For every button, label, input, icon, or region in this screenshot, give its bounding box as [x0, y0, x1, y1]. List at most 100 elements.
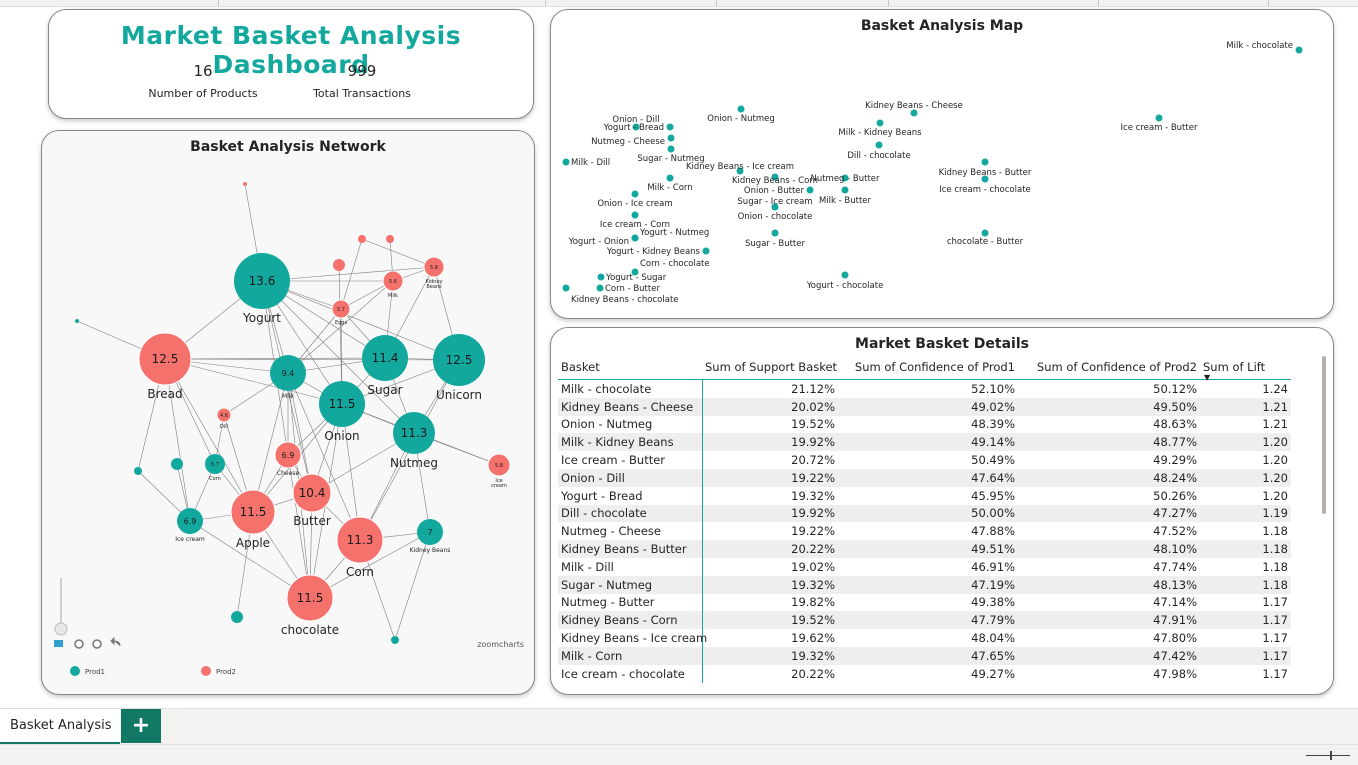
map-point[interactable]: Sugar - Nutmeg — [637, 145, 705, 165]
network-node[interactable]: 13.6 Yogurt — [234, 253, 290, 325]
network-node[interactable]: 6.9 Cheese — [274, 441, 302, 477]
table-row[interactable]: Dill - chocolate 19.92% 50.00% 47.27% 1.19 — [558, 504, 1291, 523]
table-row[interactable]: Kidney Beans - Butter 20.22% 49.51% 48.10% 1… — [558, 540, 1291, 558]
network-node[interactable]: 11.5 Onion — [319, 381, 365, 443]
col-basket[interactable]: Basket — [558, 354, 702, 380]
network-minor-node[interactable] — [386, 235, 394, 243]
map-point[interactable]: Kidney Beans - chocolate — [562, 284, 679, 306]
map-point[interactable]: Onion - Dill — [612, 115, 660, 131]
table-row[interactable]: Nutmeg - Cheese 19.22% 47.88% 47.52% 1.18 — [558, 522, 1291, 541]
network-minor-node[interactable] — [358, 235, 366, 243]
network-node[interactable]: 12.5 Bread — [138, 332, 192, 401]
add-page-button[interactable]: + — [121, 709, 161, 743]
map-point[interactable]: Ice cream - chocolate — [939, 175, 1031, 196]
map-point[interactable]: Kidney Beans - Corn — [732, 173, 818, 187]
map-point[interactable]: Sugar - Butter — [745, 229, 805, 250]
network-node-label: Yogurt — [242, 311, 281, 325]
table-row[interactable]: Onion - Dill 19.22% 47.64% 48.24% 1.20 — [558, 468, 1291, 487]
map-point-label: Milk - Butter — [819, 196, 872, 206]
map-point[interactable]: Yogurt - Kidney Beans — [606, 247, 710, 257]
map-point[interactable]: Ice cream - Butter — [1121, 114, 1198, 134]
map-point[interactable]: Onion - Ice cream — [597, 190, 673, 210]
network-minor-node[interactable] — [134, 467, 142, 475]
cell-conf1: 47.88% — [971, 524, 1015, 539]
table-row[interactable]: Kidney Beans - Cheese 20.02% 49.02% 49.50% 1… — [558, 397, 1291, 416]
map-point[interactable]: Corn - chocolate — [631, 259, 710, 276]
map-point[interactable]: Yogurt - Onion — [568, 234, 639, 248]
map-point[interactable]: Milk - Corn — [647, 174, 693, 194]
map-point[interactable]: Milk - Kidney Beans — [838, 119, 922, 139]
cell-conf2: 48.77% — [1018, 433, 1200, 452]
tab-basket-analysis[interactable]: Basket Analysis — [0, 709, 120, 745]
network-node[interactable]: 11.3 Nutmeg — [390, 412, 438, 470]
table-row[interactable]: Yogurt - Bread 19.32% 45.95% 50.26% 1.20 — [558, 486, 1291, 505]
network-minor-node[interactable] — [333, 259, 345, 271]
map-point[interactable]: Milk - Butter — [819, 186, 872, 207]
table-row[interactable]: Sugar - Nutmeg 19.32% 47.19% 48.13% 1.18 — [558, 575, 1291, 594]
map-point[interactable]: Yogurt - Nutmeg — [631, 228, 710, 242]
network-node[interactable]: 11.5 Apple — [230, 489, 276, 550]
map-point[interactable]: Ice cream - Corn — [600, 211, 670, 231]
col-confidence-prod2[interactable]: Sum of Confidence of Prod2 — [1018, 354, 1200, 380]
network-minor-node[interactable] — [171, 458, 183, 470]
table-row[interactable]: Milk - chocolate 21.12% 52.10% 50.12% 1.24 — [558, 379, 1291, 398]
network-node[interactable]: 9.4 Milk — [270, 355, 306, 400]
network-minor-node[interactable] — [75, 319, 79, 323]
map-point[interactable]: Onion - Butter — [744, 186, 814, 196]
table-row[interactable]: Nutmeg - Butter 19.82% 49.38% 47.14% 1.17 — [558, 593, 1291, 612]
col-support[interactable]: Sum of Support Basket — [702, 354, 838, 380]
map-point[interactable]: Kidney Beans - Ice cream — [686, 162, 794, 175]
map-point[interactable]: Milk - Dill — [562, 158, 611, 168]
zoom-slider[interactable] — [1306, 755, 1350, 756]
network-node-label: Ice cream — [175, 536, 205, 543]
network-minor-node[interactable] — [231, 611, 243, 623]
map-card: Basket Analysis Map Milk - chocolate Kidn… — [550, 9, 1334, 319]
map-point[interactable]: Nutmeg - Cheese — [591, 134, 675, 148]
network-node[interactable]: 6.9 Ice cream — [175, 508, 205, 543]
table-row[interactable]: Onion - Nutmeg 19.52% 48.39% 48.63% 1.21 — [558, 415, 1291, 434]
map-point-label: Onion - chocolate — [738, 212, 813, 222]
table-row[interactable]: Ice cream - Butter 20.72% 50.49% 49.29% 1.20 — [558, 451, 1291, 469]
map-point[interactable]: Corn - Butter — [596, 284, 661, 294]
col-lift[interactable]: Sum of Lift ▼ — [1200, 354, 1291, 382]
map-point[interactable]: Nutmeg - Butter — [810, 174, 880, 184]
network-node[interactable]: 5.7 Eggs — [331, 299, 351, 326]
table-row[interactable]: Milk - Corn 19.32% 47.65% 47.42% 1.17 — [558, 646, 1291, 665]
map-point[interactable]: Onion - Nutmeg — [707, 105, 775, 125]
network-node[interactable]: 5.6 Milk — [382, 270, 404, 299]
network-node[interactable]: 10.4 Butter — [292, 473, 332, 528]
map-point[interactable]: Milk - chocolate — [1226, 41, 1303, 54]
map-chart[interactable]: Milk - chocolate Kidney Beans - Cheese Oni… — [551, 10, 1333, 318]
map-point[interactable]: Yogurt - Sugar — [597, 273, 667, 283]
col-confidence-prod1[interactable]: Sum of Confidence of Prod1 — [838, 354, 1018, 380]
network-node[interactable]: 11.3 Corn — [336, 516, 384, 579]
network-chart[interactable]: 13.6 Yogurt 12.5 Bread 9.4 Milk 11.4 Sugar 12.5 U… — [42, 131, 534, 694]
network-minor-node[interactable] — [391, 636, 399, 644]
zoom-slider-thumb[interactable] — [1330, 751, 1332, 760]
network-node[interactable]: 11.4 Sugar — [362, 335, 408, 397]
zoom-controls[interactable] — [54, 578, 121, 649]
map-point[interactable]: Yogurt - Bread — [603, 123, 674, 133]
network-node[interactable]: 12.5 Unicorn — [433, 334, 485, 402]
map-point[interactable]: Yogurt - chocolate — [806, 271, 884, 292]
network-node[interactable]: 5.7 Corn — [205, 454, 225, 482]
table-row[interactable]: Kidney Beans - Corn 19.52% 47.79% 47.91% 1.1… — [558, 611, 1291, 630]
table-row[interactable]: Milk - Kidney Beans 19.92% 49.14% 48.77% 1.2… — [558, 433, 1291, 452]
network-minor-node[interactable] — [243, 182, 247, 186]
map-point[interactable]: Kidney Beans - Butter — [939, 158, 1032, 179]
map-point[interactable]: chocolate - Butter — [947, 229, 1024, 248]
network-node[interactable]: 4.6 Dill — [216, 407, 232, 430]
cell-conf1: 49.27% — [971, 666, 1015, 681]
table-row[interactable]: Kidney Beans - Ice cream 19.62% 48.04% 47.8… — [558, 629, 1291, 647]
map-point[interactable]: Dill - chocolate — [847, 141, 911, 162]
table-row[interactable]: Ice cream - chocolate 20.22% 49.27% 47.98% 1… — [558, 664, 1291, 683]
map-point[interactable]: Onion - chocolate — [738, 203, 813, 223]
network-node[interactable]: 7 Kidney Beans — [410, 519, 451, 554]
network-node[interactable]: 11.5 chocolate — [281, 574, 339, 637]
table-scrollbar[interactable] — [1322, 356, 1326, 514]
cell-lift: 1.17 — [1262, 666, 1288, 681]
map-point[interactable]: Kidney Beans - Cheese — [865, 101, 963, 117]
table-row[interactable]: Milk - Dill 19.02% 46.91% 47.74% 1.18 — [558, 557, 1291, 576]
